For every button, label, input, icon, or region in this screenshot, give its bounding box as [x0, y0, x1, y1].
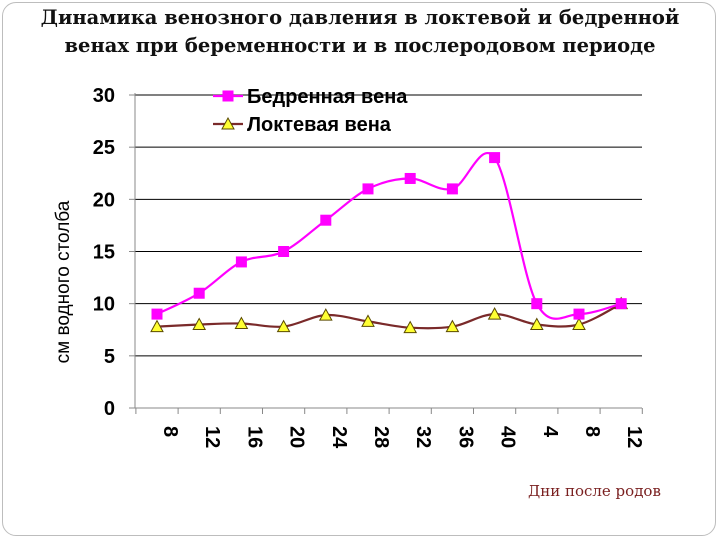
series-line-1: [156, 302, 622, 330]
series-1-point-0: [150, 319, 164, 333]
x-axis-label: Дни после родов: [528, 482, 661, 500]
legend: Бедренная вена Локтевая вена: [213, 86, 408, 136]
x-tick-label-6: 32: [412, 426, 434, 448]
series-1-point-8: [487, 307, 502, 320]
series-1-point-7: [445, 319, 460, 333]
series-lines: [150, 152, 629, 334]
series-0-point-3: [278, 246, 290, 257]
y-axis-label: см водного столба: [53, 200, 74, 363]
series-line-0: [156, 152, 622, 320]
x-tick-label-0: 8: [159, 426, 181, 437]
legend-label-1: Локтевая вена: [247, 114, 392, 136]
series-0-point-6: [404, 172, 416, 184]
legend-label-0: Бедренная вена: [247, 86, 408, 108]
axes: 0 5 10 15 20 25 30 8 12 16 20 24 28 32 36 40 4 8 12: [93, 85, 645, 449]
x-tick-label-5: 28: [370, 426, 392, 448]
series-1-point-4: [318, 308, 333, 321]
title-line-1: Динамика венозного давления в локтевой и…: [40, 6, 680, 29]
title-line-2: венах при беременности и в послеродовом …: [64, 34, 656, 57]
series-0: [151, 152, 627, 320]
y-tick-label-25: 25: [93, 137, 115, 159]
series-1-point-5: [361, 314, 375, 327]
y-tick-label-15: 15: [93, 242, 115, 264]
x-tick-label-11: 12: [623, 426, 645, 448]
series-1-point-3: [276, 319, 291, 333]
series-0-point-0: [151, 308, 163, 320]
x-tick-label-7: 36: [454, 426, 476, 448]
series-0-point-2: [235, 256, 247, 268]
series-1-point-2: [234, 316, 249, 329]
series-0-point-1: [193, 287, 205, 299]
y-tick-label-0: 0: [104, 398, 115, 420]
legend-entry-0: Бедренная вена: [213, 86, 408, 108]
legend-marker-0: [222, 90, 234, 102]
y-tick-label-5: 5: [104, 346, 115, 368]
series-1-point-6: [403, 320, 418, 334]
x-tick-label-10: 8: [581, 426, 603, 437]
legend-entry-1: Локтевая вена: [213, 114, 392, 136]
series-1-point-1: [192, 317, 207, 331]
slide-title: Динамика венозного давления в локтевой и…: [0, 4, 720, 60]
series-0-point-5: [362, 183, 374, 195]
x-tick-label-8: 40: [497, 426, 519, 448]
series-0-point-8: [489, 152, 501, 164]
series-1-point-10: [572, 317, 586, 331]
series-0-point-4: [320, 214, 332, 226]
series-0-point-10: [573, 308, 585, 320]
x-tick-label-2: 16: [243, 426, 265, 448]
x-tick-label-9: 4: [539, 426, 561, 438]
y-tick-label-20: 20: [93, 189, 115, 211]
x-tick-label-1: 12: [201, 426, 223, 448]
series-0-point-7: [446, 183, 458, 195]
series-0-point-9: [531, 298, 543, 310]
series-1: [150, 296, 629, 334]
x-tick-label-4: 24: [328, 426, 350, 449]
y-tick-label-10: 10: [93, 294, 115, 316]
y-tick-label-30: 30: [93, 85, 115, 107]
series-1-point-9: [529, 317, 544, 331]
legend-marker-1: [221, 116, 235, 130]
series-0-point-11: [615, 298, 627, 310]
x-tick-label-3: 20: [286, 426, 308, 448]
